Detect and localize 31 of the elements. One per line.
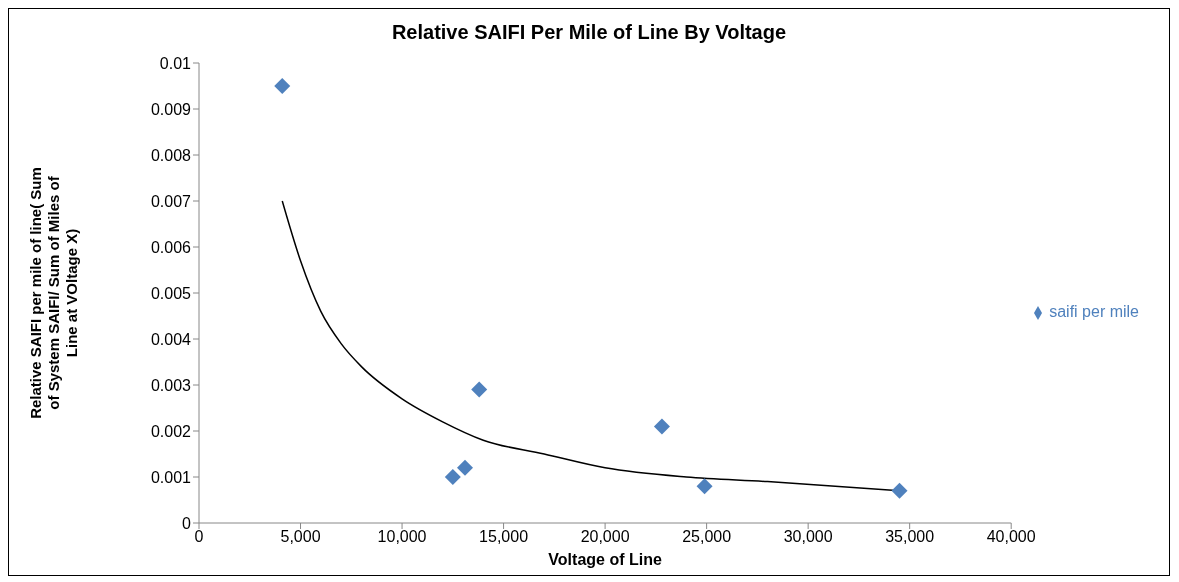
chart-title: Relative SAIFI Per Mile of Line By Voltage (390, 20, 788, 45)
point (456, 459, 473, 476)
point (696, 478, 713, 495)
x-tick-label: 30,000 (783, 528, 833, 546)
y-tick-label: 0.003 (150, 376, 192, 394)
y-tick-label: 0.002 (150, 422, 192, 440)
point (274, 78, 291, 94)
x-tick-label: 15,000 (479, 528, 529, 546)
y-tick-label: 0 (182, 514, 192, 532)
y-tick-label: 0.01 (159, 54, 192, 72)
y-tick-label: 0.005 (150, 284, 192, 302)
point (653, 418, 670, 435)
x-tick-label: 5,000 (280, 528, 321, 546)
y-tick-label: 0.001 (150, 468, 192, 486)
legend-label: saifi per mile (1049, 303, 1139, 320)
y-tick-label: 0.009 (150, 100, 192, 118)
point (444, 469, 461, 485)
x-tick-label: 10,000 (377, 528, 427, 546)
y-tick-label: 0.006 (150, 238, 192, 256)
y-axis-title: Relative SAIFI per mile of line( Sum of System SAIFI/ Sum of Miles of Line at VOltage X) (27, 167, 80, 419)
x-tick-label: 40,000 (986, 528, 1036, 546)
point (471, 381, 488, 398)
x-axis-title: Voltage of Line (548, 551, 662, 568)
x-tick-label: 25,000 (682, 528, 732, 546)
y-tick-label: 0.004 (150, 330, 192, 348)
y-tick-label: 0.008 (150, 146, 192, 164)
x-tick-label: 20,000 (580, 528, 630, 546)
y-tick-label: 0.007 (150, 192, 192, 210)
x-tick-label: 35,000 (885, 528, 935, 546)
point (891, 482, 908, 499)
x-tick-label: 0 (194, 528, 204, 546)
